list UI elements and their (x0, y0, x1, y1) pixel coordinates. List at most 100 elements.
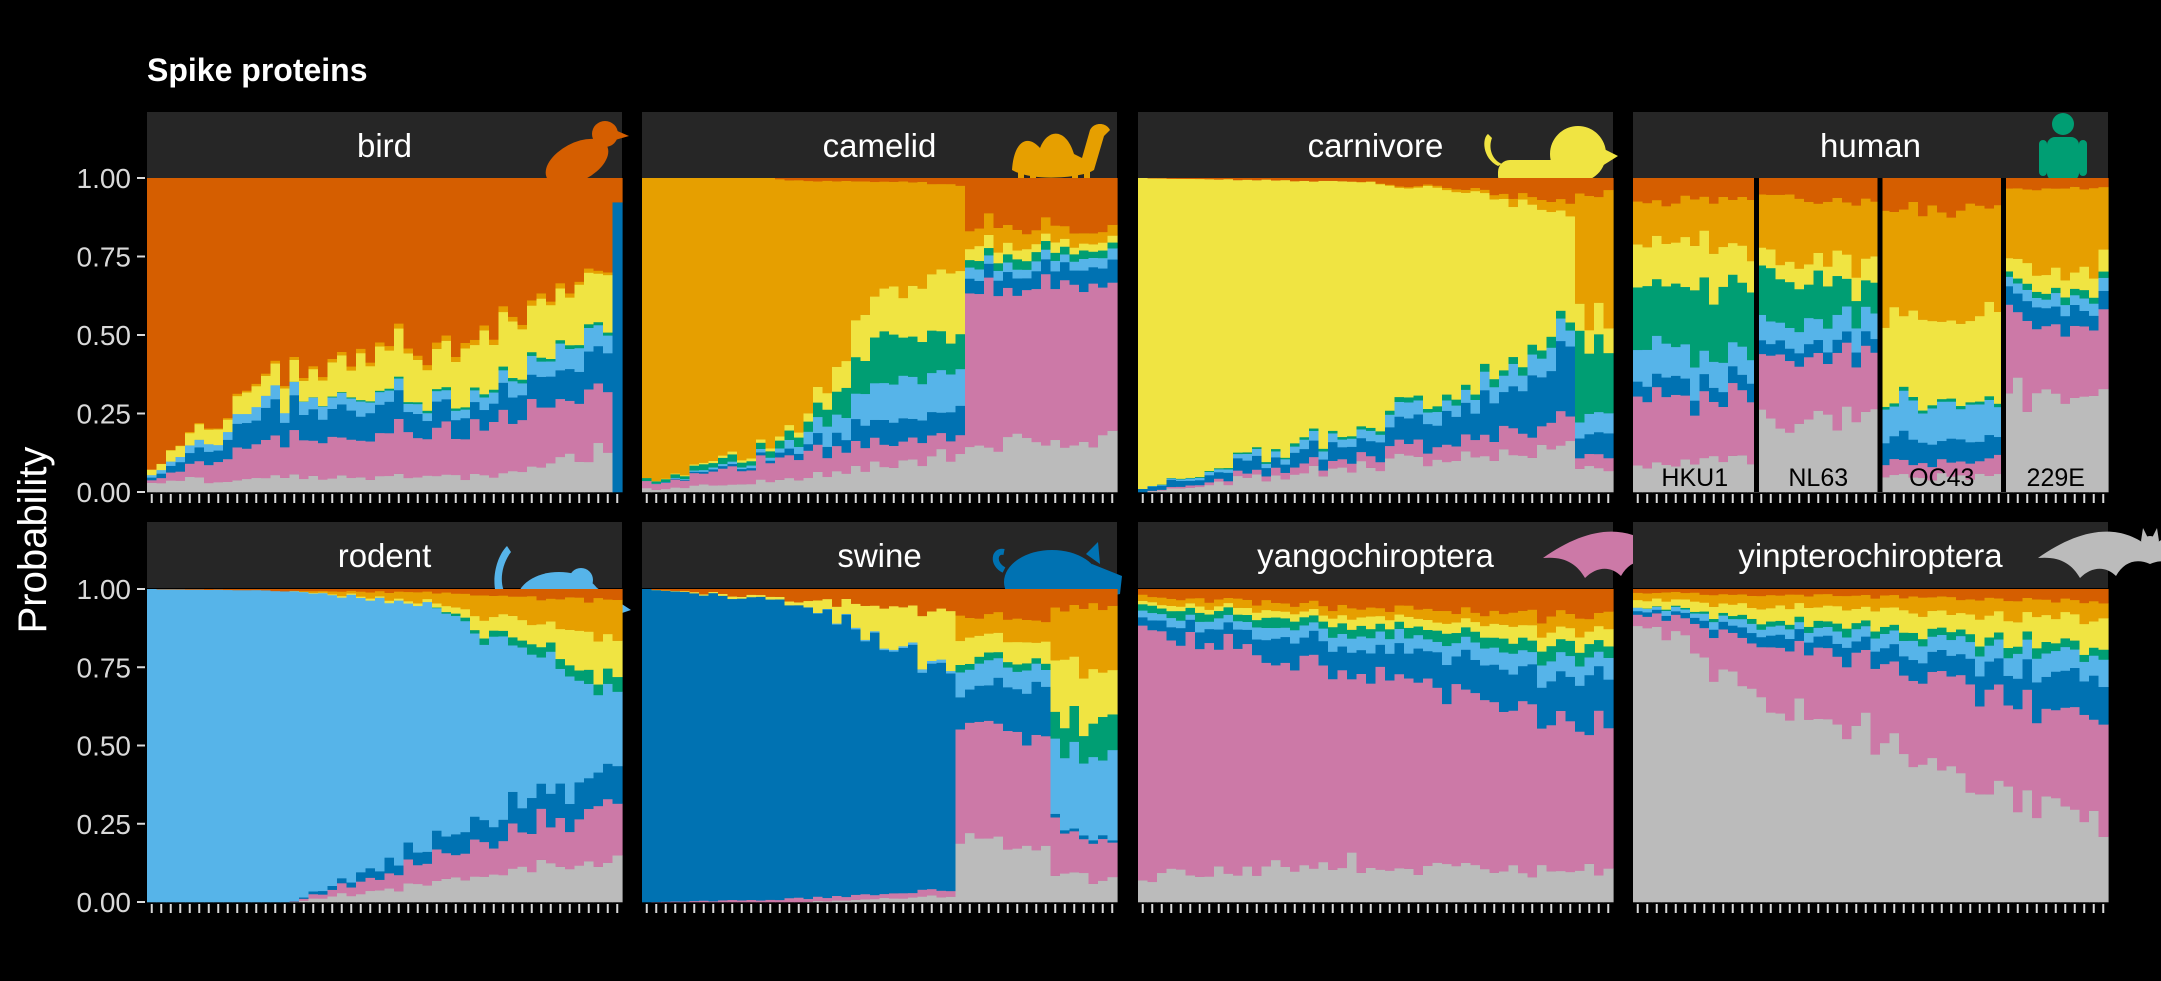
bar-segment-pink (2070, 325, 2081, 398)
bar-segment-grey (765, 481, 776, 493)
bar-segment-vermillion (1499, 589, 1510, 615)
bar-segment-orange (1022, 619, 1033, 643)
bar-segment-yellow (1927, 610, 1938, 629)
x-tick (1607, 904, 1610, 913)
bar-segment-green (1347, 436, 1358, 439)
bar-segment-yellow (1204, 179, 1215, 472)
bar-segment-yellow (737, 460, 748, 463)
bar-segment-pink (1718, 629, 1729, 670)
panel-strip-label: carnivore (1308, 127, 1444, 164)
bar-segment-green (470, 629, 481, 634)
bar-segment-green (1271, 617, 1282, 629)
bar-segment-grey (1022, 845, 1033, 903)
bar-segment-lightblue (546, 361, 557, 377)
bar-segment-yellow (185, 432, 196, 446)
bar-segment-vermillion (251, 178, 262, 384)
bar-segment-yellow (1537, 209, 1548, 351)
bar-segment-grey (2060, 403, 2071, 493)
bar-segment-vermillion (1031, 178, 1042, 231)
bar-segment-blue (2089, 315, 2100, 331)
bar-segment-pink (1098, 838, 1109, 881)
bar-segment-grey (1423, 465, 1434, 493)
bar-segment-blue (1413, 648, 1424, 683)
bar-segment-vermillion (1918, 589, 1929, 598)
bar-segment-blue (308, 409, 319, 441)
bar-segment-lightblue (584, 683, 595, 779)
bar-segment-green (517, 379, 528, 384)
bar-segment-lightblue (1280, 627, 1291, 638)
x-tick (1436, 494, 1439, 503)
bar-segment-yellow (422, 598, 433, 603)
bar-segment-orange (1423, 184, 1434, 186)
x-tick (1493, 904, 1496, 913)
bar-segment-orange (1480, 615, 1491, 627)
bar-segment-pink (308, 440, 319, 476)
bar-segment-vermillion (1699, 589, 1710, 595)
bar-segment-vermillion (1756, 589, 1767, 597)
x-tick (1703, 904, 1706, 913)
bar-segment-orange (1060, 225, 1071, 239)
bar-segment-vermillion (1166, 178, 1177, 179)
bar-segment-blue (1480, 390, 1491, 435)
bar-segment-lightblue (1937, 401, 1948, 442)
bar-segment-orange (1271, 602, 1282, 612)
bar-segment-vermillion (927, 178, 938, 185)
x-tick (1836, 494, 1839, 503)
bar-segment-green (699, 464, 710, 471)
bar-segment-grey (1908, 766, 1919, 903)
bar-segment-lightblue (1965, 641, 1976, 659)
bar-segment-blue (1642, 386, 1653, 403)
x-tick (160, 494, 163, 503)
bar-segment-blue (2013, 293, 2024, 313)
bar-segment-orange (574, 281, 585, 285)
bar-segment-grey (908, 897, 919, 903)
bar-segment-vermillion (1927, 178, 1938, 206)
bar-segment-grey (2098, 836, 2109, 903)
bar-segment-green (1318, 621, 1329, 629)
x-tick (712, 494, 715, 503)
bar-segment-grey (1214, 481, 1225, 493)
bar-segment-pink (1404, 678, 1415, 869)
bar-segment-blue (1794, 628, 1805, 641)
bar-segment-lightblue (1575, 666, 1586, 686)
bar-segment-pink (2098, 308, 2109, 390)
bar-segment-blue (1785, 348, 1796, 362)
bar-segment-grey (993, 836, 1004, 903)
bar-segment-pink (917, 442, 928, 467)
bar-segment-pink (1889, 458, 1900, 476)
bar-segment-vermillion (1965, 589, 1976, 600)
x-tick (464, 904, 467, 913)
bar-segment-yellow (175, 445, 186, 458)
bar-segment-green (955, 664, 966, 673)
bar-segment-vermillion (1394, 178, 1405, 187)
bar-segment-pink (1937, 670, 1948, 771)
bar-segment-green (2003, 271, 2014, 277)
bar-segment-yellow (194, 423, 205, 440)
bar-segment-orange (1899, 209, 1910, 317)
bar-segment-grey (1041, 845, 1052, 903)
bar-segment-lightblue (270, 385, 281, 400)
bar-segment-blue (1518, 665, 1529, 702)
bar-segment-green (1423, 408, 1434, 413)
bar-segment-vermillion (1432, 178, 1443, 186)
bar-segment-pink (680, 480, 691, 489)
x-tick (807, 904, 810, 913)
bar-segment-lightblue (384, 602, 395, 858)
bar-segment-blue (1603, 679, 1614, 729)
x-tick (892, 904, 895, 913)
bar-segment-yellow (527, 624, 538, 645)
bar-segment-blue (1356, 649, 1367, 674)
bar-segment-lightblue (1880, 633, 1891, 649)
bar-segment-grey (1166, 488, 1177, 493)
bar-segment-green (1337, 436, 1348, 440)
bar-segment-blue (1098, 835, 1109, 840)
bar-segment-lightblue (860, 393, 871, 426)
bar-segment-vermillion (1642, 178, 1653, 204)
x-tick (1025, 904, 1028, 913)
bar-segment-pink (346, 887, 357, 897)
bar-segment-pink (1842, 342, 1853, 407)
panel-strip-label: yangochiroptera (1257, 537, 1494, 574)
bar-segment-pink (2032, 722, 2043, 819)
bar-segment-lightblue (1204, 471, 1215, 476)
bar-segment-yellow (403, 601, 414, 604)
